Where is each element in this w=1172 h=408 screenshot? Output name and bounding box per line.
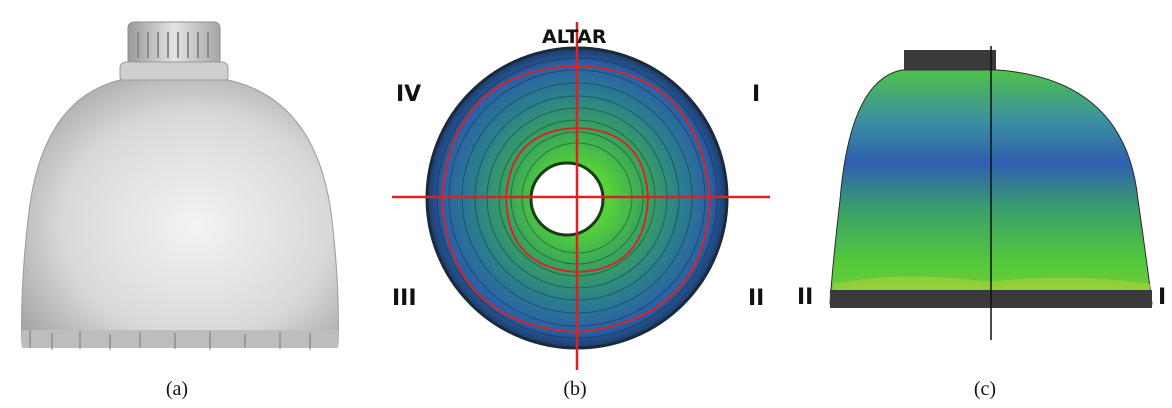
bell-top-view-heatmap bbox=[392, 22, 770, 370]
quadrant-iii-label: III bbox=[392, 286, 417, 311]
quadrant-ii-label: II bbox=[748, 286, 765, 311]
caption-b: (b) bbox=[563, 378, 587, 400]
bell-side-view-heatmap bbox=[829, 46, 1153, 340]
side-ii-label: II bbox=[797, 285, 814, 310]
altar-label: ALTAR bbox=[542, 26, 607, 48]
side-i-label: I bbox=[1158, 285, 1167, 310]
quadrant-iv-label: IV bbox=[396, 82, 422, 107]
bell-scan-gray bbox=[21, 21, 339, 350]
quadrant-i-label: I bbox=[752, 82, 761, 107]
caption-a: (a) bbox=[165, 378, 189, 400]
caption-c: (c) bbox=[973, 378, 997, 400]
